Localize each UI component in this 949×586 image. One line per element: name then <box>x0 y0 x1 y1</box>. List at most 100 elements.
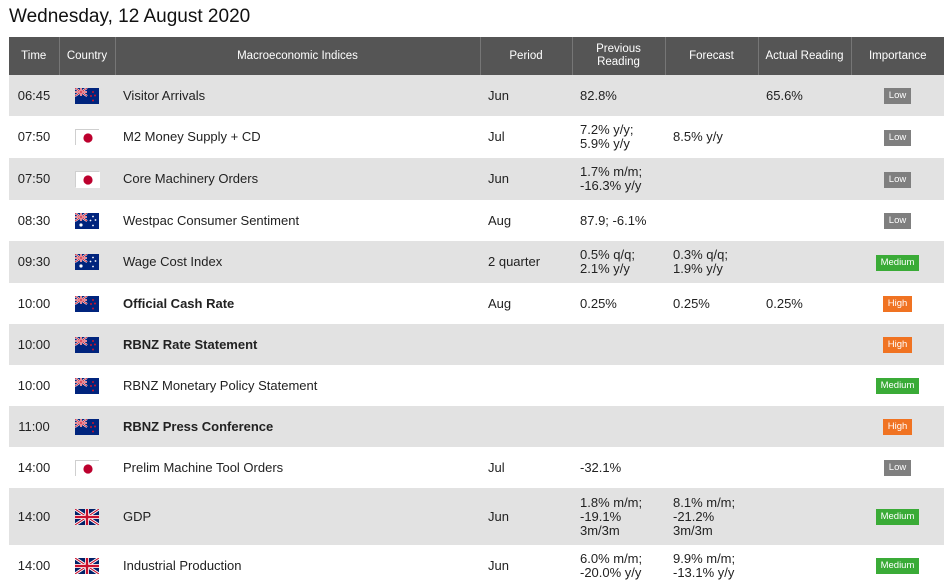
previous-reading: -32.1% <box>572 447 665 488</box>
event-name: M2 Money Supply + CD <box>115 116 480 158</box>
table-row[interactable]: 07:50 Core Machinery Orders Jun 1.7% m/m; -… <box>9 158 944 200</box>
importance-badge: Low <box>883 129 912 146</box>
forecast-value: 8.1% m/m; -21.2% 3m/3m <box>665 488 758 545</box>
table-row[interactable]: 07:50 M2 Money Supply + CD Jul 7.2% y/y; 5.… <box>9 116 944 158</box>
header-importance: Importance <box>851 37 944 75</box>
au-flag <box>75 212 99 229</box>
event-importance: High <box>851 406 944 447</box>
actual-reading <box>758 447 851 488</box>
event-period <box>480 406 572 447</box>
table-row[interactable]: 08:30 Westpac Consumer Sentiment Aug 87.9; … <box>9 200 944 241</box>
event-period <box>480 324 572 365</box>
event-importance: High <box>851 324 944 365</box>
forecast-value <box>665 324 758 365</box>
event-period: 2 quarter <box>480 241 572 283</box>
importance-badge: High <box>882 419 913 435</box>
actual-reading <box>758 365 851 406</box>
actual-reading <box>758 324 851 365</box>
header-previous-label: Previous Reading <box>596 43 641 68</box>
actual-reading <box>758 116 851 158</box>
event-importance: Low <box>851 158 944 200</box>
event-time: 10:00 <box>9 324 59 365</box>
header-time: Time <box>9 37 60 75</box>
uk-flag <box>75 557 99 574</box>
event-time: 14:00 <box>9 447 59 488</box>
event-country <box>59 158 115 200</box>
forecast-value <box>665 158 758 200</box>
event-country <box>59 365 115 406</box>
table-row[interactable]: 06:45 Visitor Arrivals Jun 82.8% 65.6% Low <box>9 75 944 116</box>
uk-flag <box>75 508 99 525</box>
page-title: Wednesday, 12 August 2020 <box>9 6 251 27</box>
header-forecast: Forecast <box>665 37 759 75</box>
previous-reading: 6.0% m/m; -20.0% y/y <box>572 545 665 586</box>
event-country <box>59 200 115 241</box>
actual-reading <box>758 488 851 545</box>
event-period <box>480 365 572 406</box>
event-time: 07:50 <box>9 158 59 200</box>
au-flag <box>75 254 99 270</box>
event-country <box>59 406 115 447</box>
actual-reading: 0.25% <box>758 283 851 324</box>
previous-reading: 82.8% <box>572 75 665 116</box>
actual-reading: 65.6% <box>758 75 851 116</box>
event-period: Jun <box>480 158 572 200</box>
event-time: 11:00 <box>9 406 59 447</box>
forecast-value: 9.9% m/m; -13.1% y/y <box>665 545 758 586</box>
nz-flag <box>75 336 99 353</box>
nz-flag <box>75 377 99 394</box>
event-name: RBNZ Rate Statement <box>115 324 480 365</box>
event-name: RBNZ Press Conference <box>115 406 480 447</box>
actual-reading <box>758 200 851 241</box>
table-row[interactable]: 10:00 Official Cash Rate Aug 0.25% 0.25% 0.25… <box>9 283 944 324</box>
table-row[interactable]: 14:00 Prelim Machine Tool Orders Jul -32.1%… <box>9 447 944 488</box>
event-country <box>59 283 115 324</box>
header-period: Period <box>480 37 573 75</box>
event-importance: Low <box>851 200 944 241</box>
event-importance: Low <box>851 116 944 158</box>
table-row[interactable]: 10:00 RBNZ Rate Statement High <box>9 324 944 365</box>
event-importance: Medium <box>851 545 944 586</box>
previous-reading: 7.2% y/y; 5.9% y/y <box>572 116 665 158</box>
event-period: Jul <box>480 447 572 488</box>
importance-badge: Medium <box>875 254 920 271</box>
header-actual: Actual Reading <box>758 37 852 75</box>
event-importance: High <box>851 283 944 324</box>
previous-reading: 87.9; -6.1% <box>572 200 665 241</box>
importance-badge: Low <box>883 171 912 188</box>
event-country <box>59 324 115 365</box>
event-time: 07:50 <box>9 116 59 158</box>
importance-badge: Low <box>883 88 912 104</box>
importance-badge: High <box>882 296 913 312</box>
actual-reading <box>758 545 851 586</box>
table-row[interactable]: 11:00 RBNZ Press Conference High <box>9 406 944 447</box>
event-country <box>59 241 115 283</box>
event-period: Aug <box>480 200 572 241</box>
event-time: 06:45 <box>9 75 59 116</box>
actual-reading <box>758 158 851 200</box>
event-period: Jun <box>480 75 572 116</box>
header-country: Country <box>59 37 116 75</box>
event-period: Aug <box>480 283 572 324</box>
event-country <box>59 75 115 116</box>
event-country <box>59 545 115 586</box>
event-name: Westpac Consumer Sentiment <box>115 200 480 241</box>
header-indices: Macroeconomic Indices <box>115 37 481 75</box>
forecast-value <box>665 200 758 241</box>
table-row[interactable]: 14:00 Industrial Production Jun 6.0% m/m; -… <box>9 545 944 586</box>
forecast-value <box>665 447 758 488</box>
event-name: Industrial Production <box>115 545 480 586</box>
previous-reading: 1.7% m/m; -16.3% y/y <box>572 158 665 200</box>
previous-reading: 0.5% q/q; 2.1% y/y <box>572 241 665 283</box>
table-row[interactable]: 10:00 RBNZ Monetary Policy Statement Mediu… <box>9 365 944 406</box>
importance-badge: High <box>882 337 913 353</box>
event-period: Jul <box>480 116 572 158</box>
table-row[interactable]: 09:30 Wage Cost Index 2 quarter 0.5% q/q; 2… <box>9 241 944 283</box>
actual-reading <box>758 241 851 283</box>
table-row[interactable]: 14:00 GDP Jun 1.8% m/m; -19.1% 3m/3m 8.1% m/… <box>9 488 944 545</box>
event-name: Official Cash Rate <box>115 283 480 324</box>
event-name: Prelim Machine Tool Orders <box>115 447 480 488</box>
importance-badge: Medium <box>875 509 920 525</box>
previous-reading: 1.8% m/m; -19.1% 3m/3m <box>572 488 665 545</box>
importance-badge: Medium <box>875 558 920 574</box>
